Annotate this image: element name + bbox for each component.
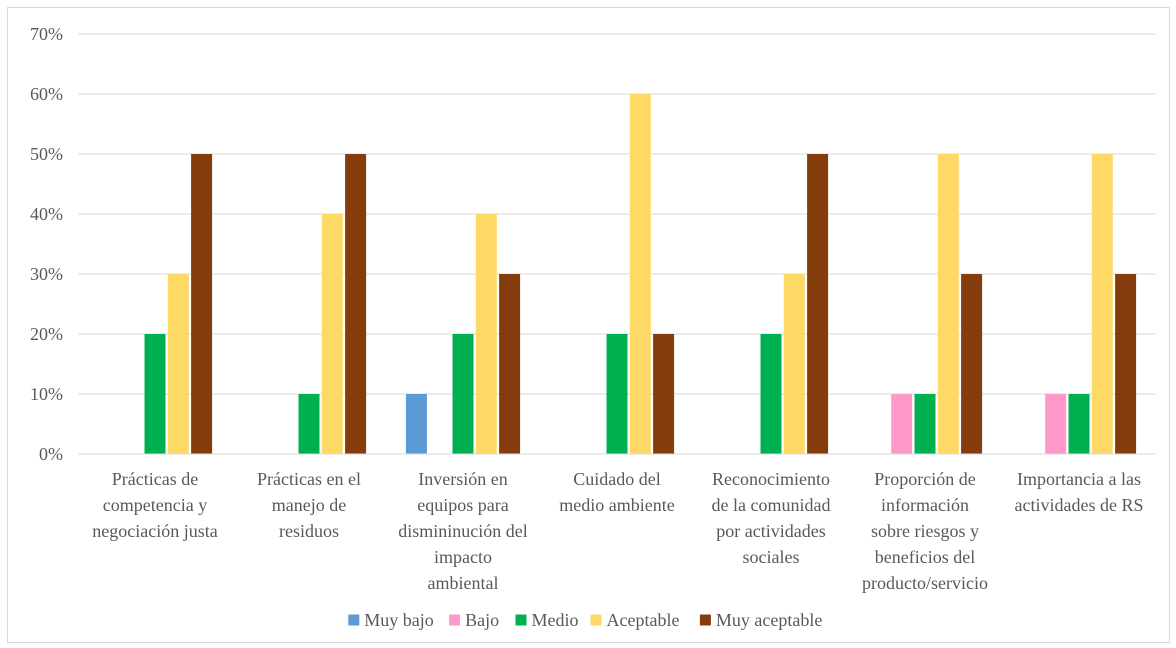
- x-category-label: beneficios del: [875, 547, 975, 567]
- x-category-label: Reconocimiento: [712, 469, 830, 489]
- legend-swatch: [449, 614, 461, 626]
- bar-medio: [606, 334, 628, 454]
- x-category-label: actividades de RS: [1015, 495, 1144, 515]
- bar-medio: [1068, 394, 1090, 454]
- x-category-label: negociación justa: [92, 521, 217, 541]
- bar-medio: [760, 334, 782, 454]
- bar-bajo: [891, 394, 913, 454]
- legend-item-bajo: Bajo: [449, 610, 499, 630]
- x-axis-category-labels: Prácticas de competencia y negociación jus…: [92, 469, 1143, 593]
- legend-swatch: [699, 614, 711, 626]
- x-category-label: ambiental: [428, 573, 499, 593]
- x-category-label: Importancia a las: [1017, 469, 1141, 489]
- bar-muy-bajo: [405, 394, 427, 454]
- x-category-label: producto/servicio: [862, 573, 988, 593]
- bar-muy-aceptable: [191, 154, 213, 454]
- bar-aceptable: [937, 154, 959, 454]
- x-category-label: residuos: [279, 521, 339, 541]
- bar-muy-aceptable: [653, 334, 675, 454]
- bar-bajo: [1045, 394, 1067, 454]
- legend-label: Bajo: [465, 610, 499, 630]
- x-category-label: Proporción de: [874, 469, 975, 489]
- legend-label: Medio: [532, 610, 579, 630]
- legend-label: Muy bajo: [364, 610, 434, 630]
- y-tick-label: 30%: [30, 264, 63, 284]
- legend-item-muy-bajo: Muy bajo: [348, 610, 434, 630]
- y-tick-label: 20%: [30, 324, 63, 344]
- legend-swatch: [348, 614, 360, 626]
- x-category-label: medio ambiente: [559, 495, 674, 515]
- x-category-label: Inversión en: [418, 469, 507, 489]
- x-category-label: por actividades: [716, 521, 825, 541]
- bar-aceptable: [475, 214, 497, 454]
- bar-aceptable: [321, 214, 343, 454]
- x-category-label: sociales: [743, 547, 800, 567]
- bar-aceptable: [629, 94, 651, 454]
- bar-medio: [452, 334, 474, 454]
- x-category-label: sobre riesgos y: [871, 521, 979, 541]
- legend-swatch: [590, 614, 602, 626]
- legend-item-aceptable: Aceptable: [590, 610, 680, 630]
- y-tick-label: 50%: [30, 144, 63, 164]
- x-category-label: competencia y: [103, 495, 207, 515]
- y-tick-label: 70%: [30, 24, 63, 44]
- bar-muy-aceptable: [961, 274, 983, 454]
- x-category-label: manejo de: [272, 495, 346, 515]
- bars: [144, 94, 1137, 454]
- x-category-label: Prácticas de: [112, 469, 198, 489]
- bar-medio: [914, 394, 936, 454]
- bar-muy-aceptable: [807, 154, 829, 454]
- y-axis-tick-labels: 0% 10% 20% 30% 40% 50% 60% 70%: [30, 24, 63, 464]
- legend-label: Muy aceptable: [716, 610, 822, 630]
- bar-medio: [298, 394, 320, 454]
- x-category-label: dismininución del: [398, 521, 528, 541]
- bar-aceptable: [1091, 154, 1113, 454]
- legend-item-medio: Medio: [515, 610, 579, 630]
- x-category-label: de la comunidad: [712, 495, 831, 515]
- bar-medio: [144, 334, 166, 454]
- bar-muy-aceptable: [499, 274, 521, 454]
- x-category-label: información: [881, 495, 969, 515]
- legend-label: Aceptable: [607, 610, 680, 630]
- bar-muy-aceptable: [1115, 274, 1137, 454]
- x-category-label: impacto: [434, 547, 492, 567]
- y-tick-label: 0%: [39, 444, 63, 464]
- bar-aceptable: [783, 274, 805, 454]
- x-category-label: equipos para: [417, 495, 508, 515]
- bar-aceptable: [167, 274, 189, 454]
- legend: Muy bajo Bajo Medio Aceptable Muy aceptable: [348, 610, 822, 630]
- y-tick-label: 60%: [30, 84, 63, 104]
- legend-item-muy-aceptable: Muy aceptable: [699, 610, 822, 630]
- y-tick-label: 40%: [30, 204, 63, 224]
- x-category-label: Cuidado del: [573, 469, 661, 489]
- x-category-label: Prácticas en el: [257, 469, 361, 489]
- legend-swatch: [515, 614, 527, 626]
- bar-muy-aceptable: [345, 154, 367, 454]
- y-tick-label: 10%: [30, 384, 63, 404]
